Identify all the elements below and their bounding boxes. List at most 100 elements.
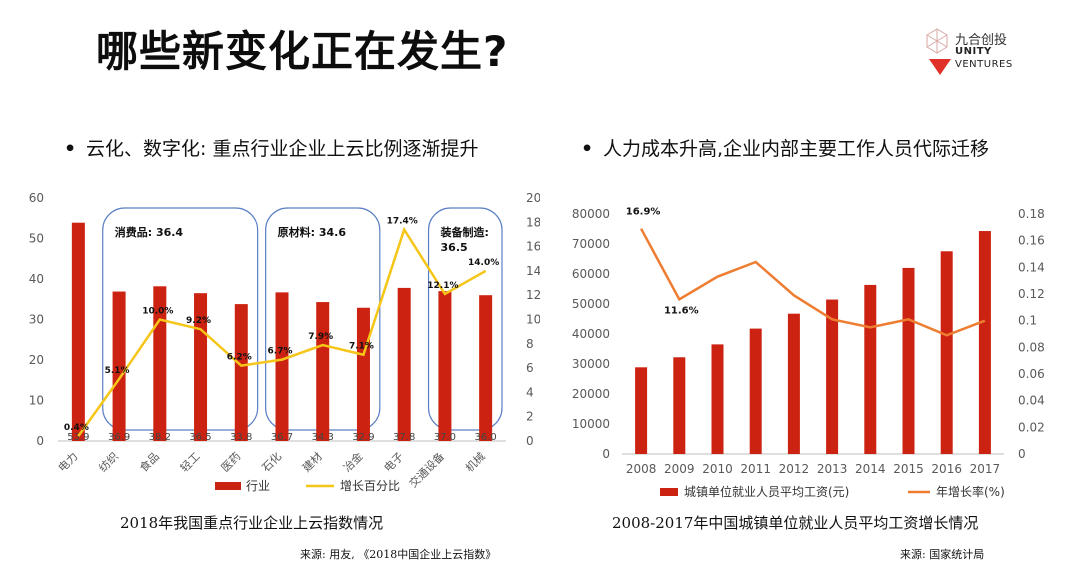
- y-tick-label: 30: [29, 313, 44, 327]
- y2-tick-label: 0.18: [1018, 207, 1045, 221]
- bar-value-label: 36.7: [271, 432, 293, 443]
- y2-tick-label: 6: [526, 361, 534, 375]
- group-outline: [102, 207, 259, 431]
- group-label: 消费品: 36.4: [115, 225, 184, 239]
- y-tick-label: 10000: [572, 417, 610, 431]
- right-bullet: • 人力成本升高,企业内部主要工作人员代际迁移: [581, 134, 989, 161]
- bar: [194, 293, 208, 441]
- line-value-label: 11.6%: [664, 305, 699, 316]
- bar: [787, 313, 800, 454]
- y-tick-label: 60000: [572, 267, 610, 281]
- bar: [940, 251, 953, 454]
- y2-tick-label: 0.06: [1018, 367, 1045, 381]
- bar: [864, 284, 877, 454]
- bar: [635, 367, 648, 454]
- bar: [397, 287, 411, 441]
- bar: [749, 328, 762, 454]
- group-outline: [427, 207, 503, 431]
- y-tick-label: 50: [29, 232, 44, 246]
- bar-value-label: 53.9: [67, 432, 89, 443]
- y-tick-label: 40: [29, 272, 44, 286]
- bar: [112, 291, 126, 441]
- y2-tick-label: 20: [526, 191, 540, 205]
- y-tick-label: 0: [36, 434, 44, 448]
- legend-label-bar: 行业: [246, 479, 270, 493]
- legend-label-line: 增长百分比: [340, 479, 400, 493]
- y-tick-label: 80000: [572, 207, 610, 221]
- group-label: 原材料: 34.6: [278, 225, 347, 239]
- x-tick-label: 2012: [779, 462, 810, 476]
- bar: [711, 344, 724, 454]
- y-tick-label: 40000: [572, 327, 610, 341]
- x-tick-label: 2014: [855, 462, 886, 476]
- x-tick-label: 2010: [702, 462, 733, 476]
- bar: [438, 291, 452, 441]
- x-tick-label: 2008: [626, 462, 657, 476]
- y2-tick-label: 0: [1018, 447, 1026, 461]
- y-tick-label: 20: [29, 353, 44, 367]
- y2-tick-label: 0.08: [1018, 340, 1045, 354]
- right-bullet-text: 人力成本升高,企业内部主要工作人员代际迁移: [603, 138, 990, 160]
- bar-value-label: 37.0: [434, 432, 456, 443]
- y2-tick-label: 8: [526, 337, 534, 351]
- y2-tick-label: 0.12: [1018, 287, 1045, 301]
- y-tick-label: 60: [29, 191, 44, 205]
- bar-value-label: 32.9: [352, 432, 374, 443]
- y2-tick-label: 14: [526, 264, 540, 278]
- y-tick-label: 30000: [572, 357, 610, 371]
- legend-label-bar: 城镇单位就业人员平均工资(元): [684, 484, 849, 499]
- bullet-dot-icon: •: [581, 138, 594, 160]
- growth-line: [640, 228, 986, 337]
- bar-value-label: 36.9: [108, 432, 130, 443]
- y2-tick-label: 12: [526, 288, 540, 302]
- bar-value-label: 33.8: [230, 432, 252, 443]
- y2-tick-label: 2: [526, 410, 534, 424]
- right-caption: 2008-2017年中国城镇单位就业人员平均工资增长情况: [612, 514, 979, 532]
- bar-value-label: 36.5: [189, 432, 211, 443]
- bar-value-label: 34.3: [312, 432, 334, 443]
- line-value-label: 0.4%: [64, 423, 89, 433]
- bar: [316, 302, 330, 441]
- left-caption: 2018年我国重点行业企业上云指数情况: [120, 514, 384, 532]
- y2-tick-label: 10: [526, 313, 540, 327]
- logo-mark-icon: [926, 28, 951, 75]
- y2-tick-label: 0.04: [1018, 394, 1045, 408]
- legend-label-line: 年增长率(%): [936, 484, 1005, 499]
- bar: [673, 357, 686, 454]
- y2-tick-label: 0.1: [1018, 314, 1037, 328]
- line-value-label: 7.1%: [349, 342, 374, 352]
- y2-tick-label: 0: [526, 434, 534, 448]
- line-value-label: 6.7%: [268, 347, 293, 357]
- line-value-label: 5.1%: [105, 366, 130, 376]
- left-bullet: • 云化、数字化: 重点行业企业上云比例逐渐提升: [64, 134, 478, 161]
- y-tick-label: 70000: [572, 237, 610, 251]
- line-value-label: 17.4%: [387, 217, 418, 227]
- line-value-label: 10.0%: [142, 307, 173, 317]
- group-label: 36.5: [441, 241, 468, 254]
- bullet-dot-icon: •: [64, 138, 77, 160]
- group-label: 装备制造:: [440, 225, 489, 239]
- line-value-label: 6.2%: [227, 353, 252, 363]
- x-tick-label: 2013: [817, 462, 848, 476]
- x-tick-label: 2009: [664, 462, 695, 476]
- logo-en-line2: VENTURES: [955, 59, 1013, 70]
- left-chart: 0 10 20 30 40 50 60 0 2 4 6 8 10 12 14 16 18 20 消费品: 36.4 原…: [29, 191, 540, 493]
- growth-line: [77, 226, 487, 437]
- logo-cn: 九合创投: [955, 33, 1008, 48]
- x-tick-label: 2016: [931, 462, 962, 476]
- y2-tick-label: 16: [526, 240, 540, 254]
- bar: [479, 295, 493, 441]
- line-value-label: 9.2%: [186, 316, 211, 326]
- x-tick-label: 2015: [893, 462, 924, 476]
- bar-value-label: 37.8: [393, 432, 415, 443]
- line-value-label: 14.0%: [468, 258, 499, 268]
- y2-tick-label: 4: [526, 385, 534, 399]
- left-source: 来源: 用友, 《2018中国企业上云指数》: [300, 548, 497, 561]
- y2-tick-label: 0.02: [1018, 420, 1045, 434]
- legend-swatch-bar: [660, 488, 678, 496]
- right-source: 来源: 国家统计局: [900, 548, 985, 561]
- bar: [978, 231, 991, 454]
- y2-tick-label: 0.14: [1018, 260, 1045, 274]
- line-value-label: 16.9%: [626, 207, 661, 218]
- y-tick-label: 50000: [572, 297, 610, 311]
